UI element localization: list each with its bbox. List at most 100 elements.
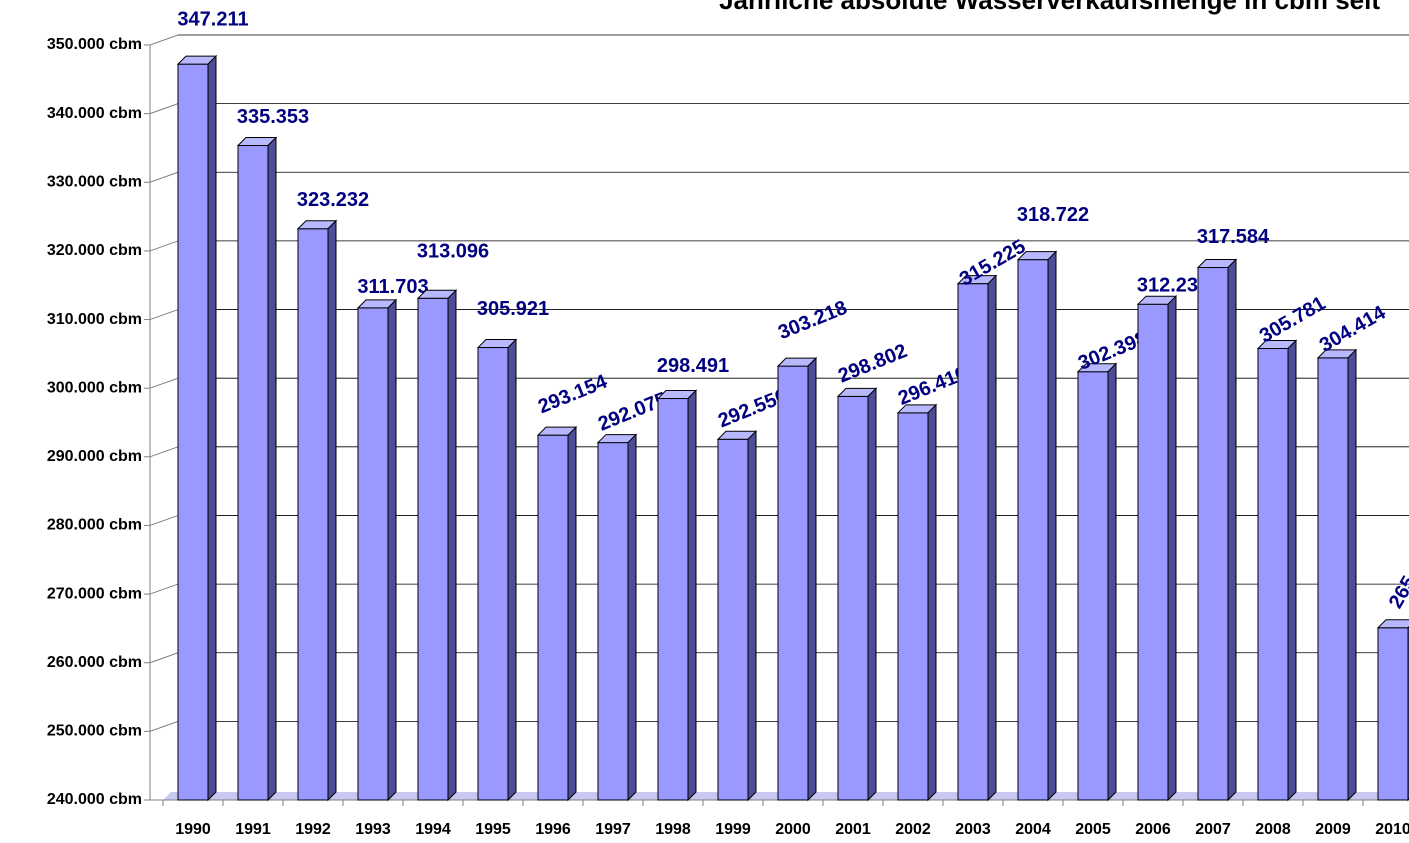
bar (717, 438, 749, 801)
y-tick-label: 280.000 cbm (47, 517, 142, 534)
grid-line (149, 446, 179, 458)
bar-top (1376, 619, 1409, 629)
bar-group (656, 389, 698, 802)
bar (837, 395, 869, 801)
y-tick-label: 300.000 cbm (47, 379, 142, 396)
chart-title: Jährliche absolute Wasserverkaufsmenge i… (719, 0, 1380, 15)
grid-line (149, 171, 179, 183)
bar-group (1256, 339, 1298, 802)
bar (957, 283, 989, 801)
bar (417, 297, 449, 801)
value-label: 298.802 (835, 340, 910, 387)
y-tick-label: 270.000 cbm (47, 585, 142, 602)
bar-group (1076, 362, 1118, 802)
bar (1077, 371, 1109, 801)
bar-group (956, 274, 998, 802)
grid-line (149, 720, 179, 732)
bar-side (1047, 250, 1057, 802)
bar-side (807, 356, 817, 802)
x-tick-label: 2000 (775, 821, 811, 838)
bar (777, 365, 809, 801)
bar (657, 398, 689, 801)
bar (477, 347, 509, 801)
grid-line (149, 583, 179, 595)
bar (177, 63, 209, 801)
bar-group (1136, 294, 1178, 802)
bar (1137, 303, 1169, 801)
grid-line (149, 309, 179, 321)
value-label: 305.921 (477, 298, 549, 320)
y-tick-label: 290.000 cbm (47, 448, 142, 465)
bar-group (1196, 258, 1238, 802)
bar (1197, 266, 1229, 801)
bar-side (447, 289, 457, 802)
x-tick-label: 2010 (1375, 821, 1409, 838)
bar-side (627, 433, 637, 802)
x-tick-label: 2007 (1195, 821, 1231, 838)
bar (237, 145, 269, 801)
value-label: 265.093 (1385, 539, 1409, 613)
value-label: 347.211 (177, 8, 248, 30)
value-label: 303.218 (775, 297, 850, 344)
bar-group (1016, 250, 1058, 802)
y-tick-label: 350.000 cbm (47, 36, 142, 53)
x-tick-label: 2004 (1015, 821, 1051, 838)
bar-group (896, 403, 938, 802)
value-label: 311.703 (357, 276, 428, 298)
bar-side (327, 219, 337, 802)
bar-side (927, 403, 937, 802)
y-tick-label: 340.000 cbm (47, 105, 142, 122)
x-tick-label: 1994 (415, 821, 451, 838)
bar (1377, 627, 1409, 801)
bar-group (416, 289, 458, 802)
value-label: 298.491 (657, 355, 729, 377)
value-label: 323.232 (297, 189, 369, 211)
bar (297, 228, 329, 801)
y-tick-label: 330.000 cbm (47, 173, 142, 190)
grid-line (149, 103, 179, 115)
bar (897, 412, 929, 801)
x-tick-label: 2009 (1315, 821, 1351, 838)
bar-group (176, 54, 218, 802)
bar-group (836, 387, 878, 802)
x-tick-label: 1991 (235, 821, 271, 838)
x-tick-label: 2002 (895, 821, 931, 838)
value-label: 335.353 (237, 106, 309, 128)
x-tick-label: 1997 (595, 821, 631, 838)
bar (597, 442, 629, 801)
x-tick-label: 1992 (295, 821, 331, 838)
bar-group (356, 298, 398, 802)
bar-side (747, 430, 757, 802)
bar-side (1167, 294, 1177, 802)
x-tick-label: 1993 (355, 821, 391, 838)
bar (537, 434, 569, 801)
value-label: 318.722 (1017, 204, 1089, 226)
x-tick-label: 1999 (715, 821, 751, 838)
bar-group (1316, 348, 1358, 802)
bar-side (267, 136, 277, 802)
bar-side (987, 274, 997, 802)
x-tick-label: 1996 (535, 821, 571, 838)
bar (357, 307, 389, 801)
x-tick-label: 2001 (835, 821, 871, 838)
x-tick-label: 2006 (1135, 821, 1171, 838)
y-tick-label: 310.000 cbm (47, 311, 142, 328)
value-label: 317.584 (1197, 226, 1270, 248)
x-tick-label: 2005 (1075, 821, 1111, 838)
x-tick-label: 2003 (955, 821, 991, 838)
grid-line (149, 514, 179, 526)
x-tick-label: 1998 (655, 821, 691, 838)
x-tick-label: 1995 (475, 821, 511, 838)
bar-side (867, 387, 877, 802)
bar-side (387, 298, 397, 802)
bar-side (507, 338, 517, 802)
value-label: 312.237 (1137, 274, 1209, 296)
value-label: 313.096 (417, 241, 489, 263)
bar-side (567, 425, 577, 802)
bar-group (776, 356, 818, 802)
grid-line (149, 240, 179, 252)
y-tick-label: 240.000 cbm (47, 791, 142, 808)
bar-group (236, 136, 278, 802)
bar (1317, 357, 1349, 801)
